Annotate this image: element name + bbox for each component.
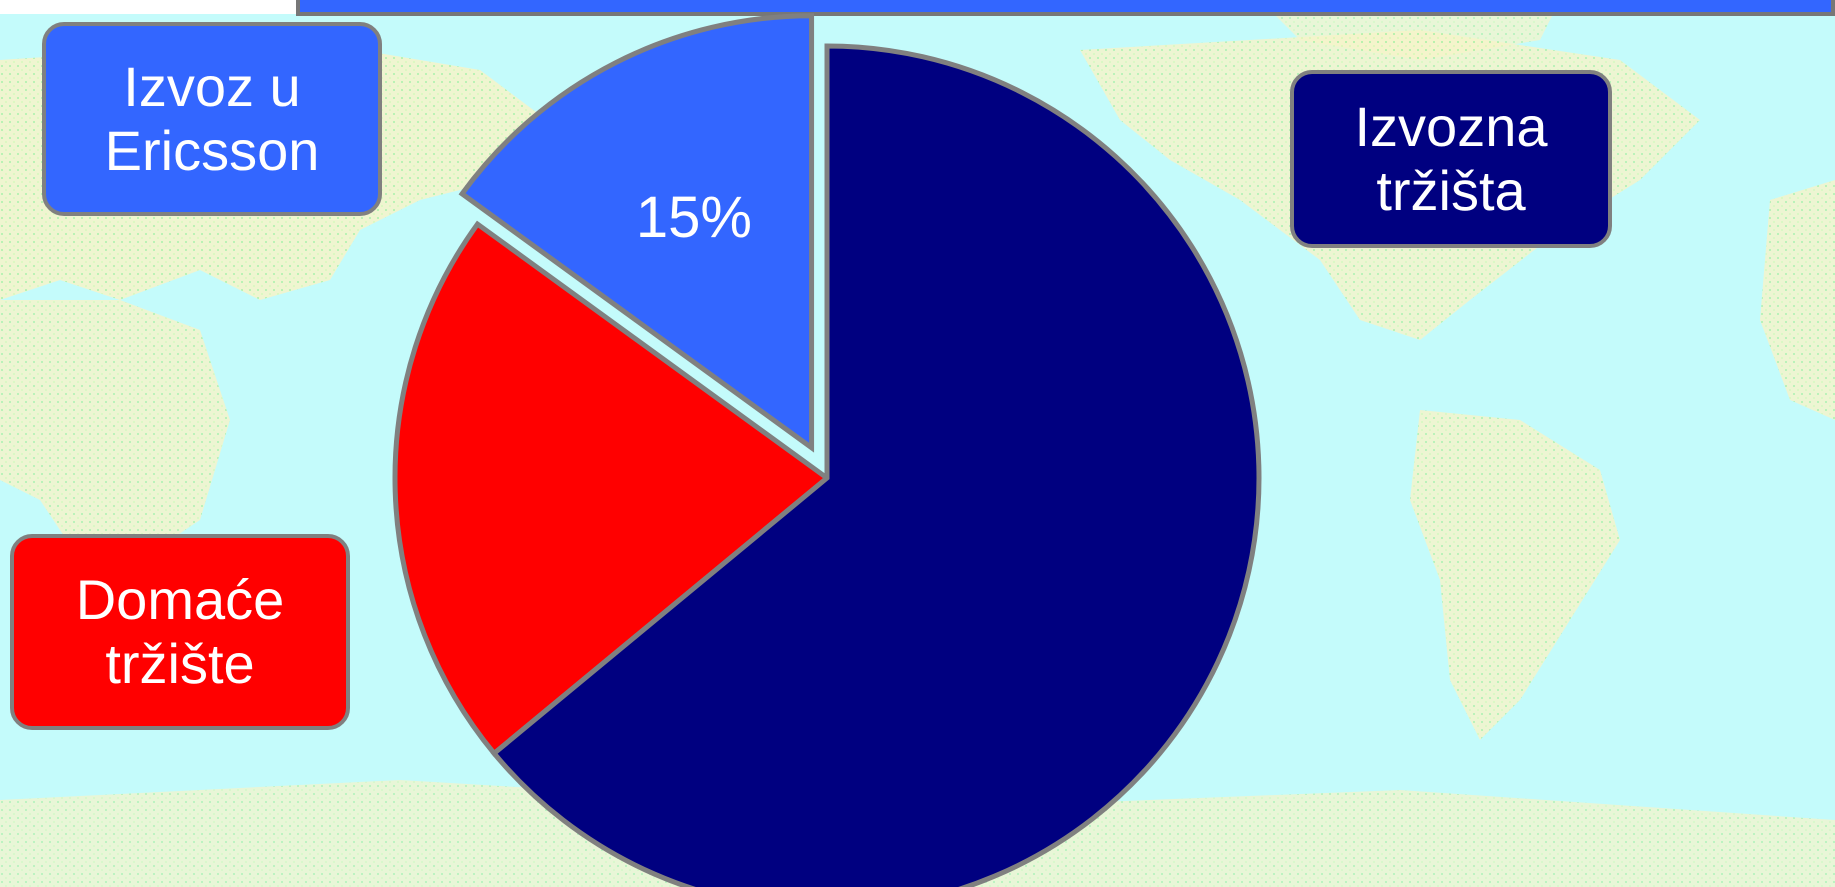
legend-label-domestic-market: Domaće tržište xyxy=(10,534,350,730)
pie-data-label-0: 15% xyxy=(636,185,752,250)
land-africa xyxy=(0,300,230,560)
land-south-america xyxy=(1410,410,1620,740)
pie-slice-1 xyxy=(392,220,832,757)
land-east xyxy=(1760,180,1835,420)
pie-slice-0 xyxy=(458,13,815,453)
top-left-white-area xyxy=(0,0,296,14)
title-banner xyxy=(296,0,1835,16)
pie-slice-2 xyxy=(490,43,1262,887)
legend-label-ericsson: Izvoz u Ericsson xyxy=(42,22,382,216)
legend-label-export-markets: Izvozna tržišta xyxy=(1290,70,1612,248)
